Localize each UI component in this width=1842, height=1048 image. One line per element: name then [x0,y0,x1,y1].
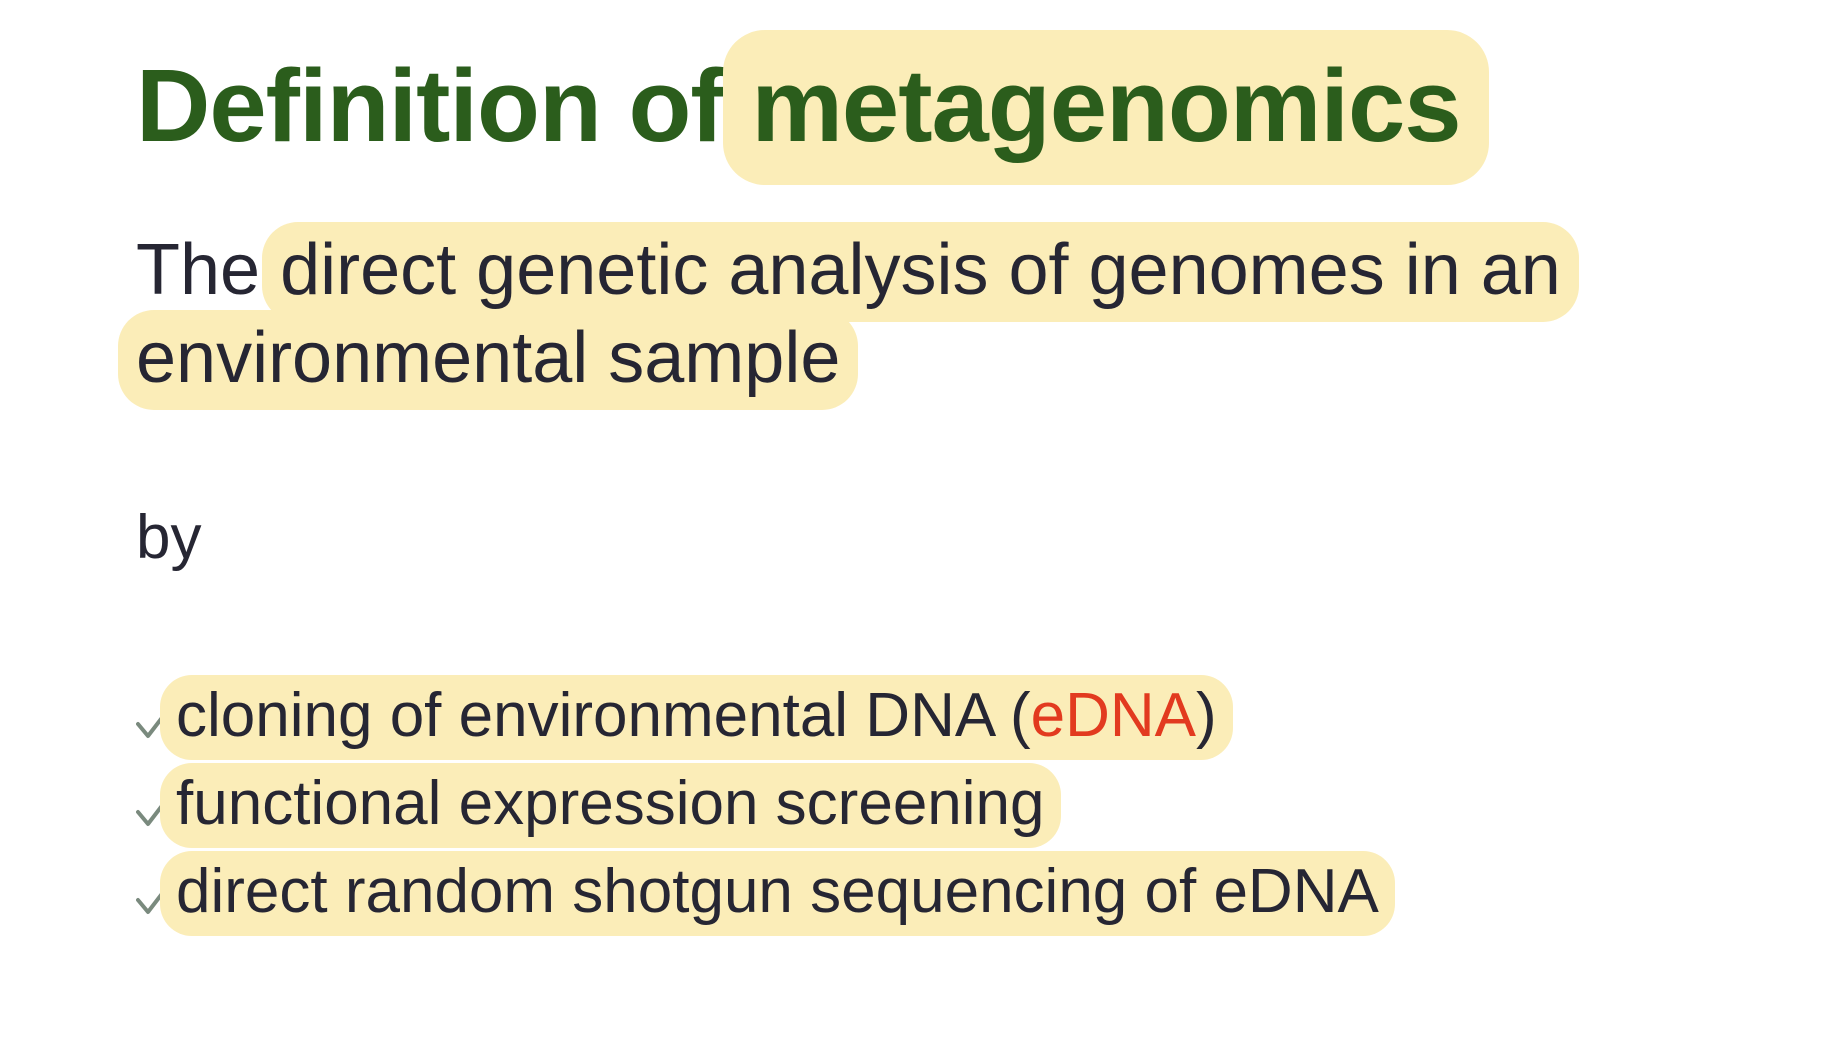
title-highlight: metagenomics [723,30,1489,185]
by-label: by [136,503,202,572]
definition-text: The direct genetic analysis of genomes i… [118,222,1636,410]
method-item-sequencing: direct random shotgun sequencing of eDNA [136,848,1395,936]
method-text-cloning: cloning of environmental DNA ( [176,681,1031,750]
definition-lead: The [136,230,261,310]
method-item-screening: functional expression screening [136,760,1379,848]
edna-accent: eDNA [1030,681,1197,750]
method-text-screening: functional expression screening [160,763,1061,848]
definition-highlight-line1: direct genetic analysis of genomes in an [262,222,1579,322]
method-item-cloning: cloning of environmental DNA (eDNA) [136,672,1379,760]
method-highlight-cloning: cloning of environmental DNA (eDNA) [160,675,1233,760]
method-text-sequencing: direct random shotgun sequencing of eDNA [160,851,1395,936]
title-prefix: Definition of [136,48,725,163]
definition-highlight-line2: environmental sample [118,310,859,410]
method-text-cloning-close: ) [1196,681,1217,750]
slide-title: Definition of metagenomics [136,30,1489,185]
methods-list: cloning of environmental DNA (eDNA) func… [136,672,1395,936]
